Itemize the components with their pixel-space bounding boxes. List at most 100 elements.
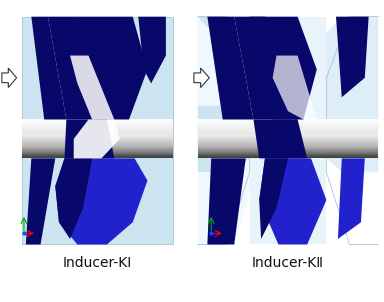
Bar (22, 138, 173, 139)
Bar (22, 148, 173, 149)
Bar (22, 149, 173, 151)
Polygon shape (70, 56, 114, 120)
Polygon shape (198, 17, 253, 245)
Bar (22, 129, 173, 130)
Polygon shape (234, 17, 298, 120)
Polygon shape (74, 120, 120, 158)
Polygon shape (198, 17, 250, 120)
Bar (22, 144, 173, 145)
Bar (198, 128, 378, 129)
Bar (198, 125, 378, 126)
Bar (22, 151, 173, 152)
Polygon shape (55, 158, 147, 245)
Bar (22, 124, 173, 125)
Bar (22, 142, 173, 143)
Polygon shape (78, 17, 147, 120)
Bar (22, 152, 173, 153)
Bar (198, 136, 378, 137)
Polygon shape (55, 158, 92, 239)
Polygon shape (207, 158, 246, 245)
Bar (198, 127, 378, 128)
Bar (22, 123, 173, 124)
Polygon shape (336, 17, 369, 97)
Bar (198, 135, 378, 136)
Bar (198, 141, 378, 142)
Bar (198, 124, 378, 125)
Bar (22, 122, 173, 123)
Bar (198, 122, 378, 123)
Polygon shape (65, 120, 114, 158)
Bar (198, 143, 378, 144)
Bar (198, 129, 378, 130)
Bar (198, 132, 378, 133)
Bar (22, 147, 173, 148)
Bar (198, 156, 378, 157)
Bar (198, 133, 378, 134)
Bar (22, 17, 173, 245)
Polygon shape (338, 158, 365, 239)
Bar (22, 128, 173, 129)
Bar (22, 133, 173, 134)
Bar (198, 149, 378, 151)
FancyArrow shape (2, 68, 17, 88)
Bar (22, 130, 173, 131)
Bar (22, 139, 173, 140)
FancyArrow shape (194, 68, 209, 88)
Bar (198, 148, 378, 149)
Bar (198, 121, 378, 122)
Bar (250, 17, 326, 245)
Bar (22, 125, 173, 126)
Bar (22, 137, 173, 138)
Polygon shape (48, 17, 107, 120)
Bar (22, 141, 173, 142)
Bar (198, 144, 378, 145)
Polygon shape (31, 17, 66, 120)
Bar (22, 143, 173, 144)
Bar (198, 145, 378, 146)
Polygon shape (273, 56, 317, 120)
Bar (22, 132, 173, 133)
Bar (198, 146, 378, 147)
Polygon shape (259, 158, 288, 239)
Bar (198, 131, 378, 132)
Polygon shape (138, 17, 166, 83)
Bar (198, 142, 378, 143)
Bar (22, 120, 173, 121)
Bar (22, 146, 173, 147)
Bar (198, 126, 378, 127)
Bar (198, 123, 378, 124)
Bar (198, 157, 378, 158)
Bar (22, 157, 173, 158)
Bar (22, 135, 173, 136)
Bar (198, 137, 378, 138)
Bar (22, 131, 173, 132)
Bar (198, 138, 378, 139)
Bar (22, 156, 173, 157)
Bar (198, 120, 378, 121)
Bar (198, 134, 378, 135)
Bar (198, 140, 378, 141)
Bar (22, 134, 173, 135)
Bar (22, 155, 173, 156)
Bar (198, 153, 378, 155)
Bar (198, 139, 378, 140)
Bar (22, 127, 173, 128)
Polygon shape (207, 17, 253, 120)
Polygon shape (26, 158, 55, 245)
Bar (22, 145, 173, 146)
Bar (198, 155, 378, 156)
Bar (198, 130, 378, 131)
Bar (22, 126, 173, 127)
Polygon shape (259, 158, 326, 245)
Bar (198, 151, 378, 152)
Bar (198, 147, 378, 148)
Bar (22, 136, 173, 137)
Text: Inducer-KⅡ: Inducer-KⅡ (252, 255, 324, 269)
Text: Inducer-KⅠ: Inducer-KⅠ (63, 255, 132, 269)
Polygon shape (250, 17, 317, 120)
Polygon shape (323, 17, 378, 245)
Bar (22, 153, 173, 155)
Bar (22, 140, 173, 141)
Polygon shape (198, 158, 250, 245)
Bar (198, 152, 378, 153)
